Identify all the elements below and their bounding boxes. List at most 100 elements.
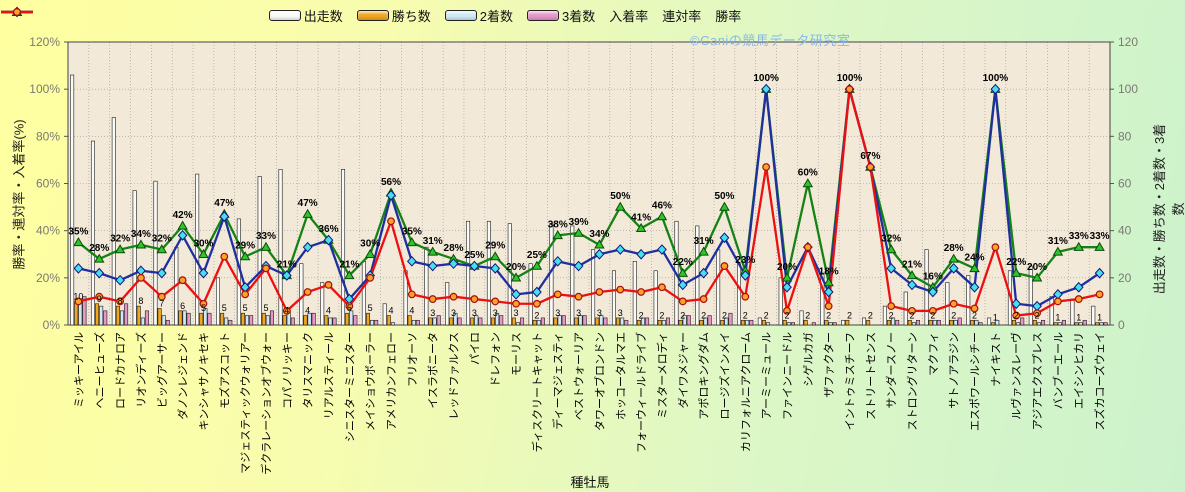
watermark: ©Caniの競馬データ研究室 — [690, 33, 851, 48]
svg-text:0: 0 — [1118, 318, 1125, 332]
svg-text:10: 10 — [73, 291, 83, 301]
svg-text:28%: 28% — [89, 243, 109, 254]
thirds-bar-swatch — [526, 10, 559, 21]
svg-text:32%: 32% — [152, 234, 172, 245]
svg-text:32%: 32% — [881, 234, 901, 245]
svg-text:20: 20 — [1118, 271, 1132, 285]
svg-text:2: 2 — [847, 310, 852, 320]
svg-text:ナイキスト: ナイキスト — [989, 332, 1002, 387]
svg-text:サトノアラジン: サトノアラジン — [948, 332, 961, 409]
svg-text:29%: 29% — [235, 241, 255, 252]
svg-text:ストロングリターン: ストロングリターン — [905, 332, 919, 430]
legend-label-quinella: 連対率 — [662, 9, 702, 24]
svg-text:ヘニーヒューズ: ヘニーヒューズ — [92, 332, 106, 408]
svg-text:31%: 31% — [423, 236, 443, 247]
svg-text:46%: 46% — [652, 201, 672, 212]
svg-text:ザファクター: ザファクター — [823, 332, 836, 398]
svg-text:2: 2 — [868, 310, 873, 320]
svg-text:80: 80 — [1118, 129, 1132, 143]
svg-text:5: 5 — [243, 303, 248, 313]
svg-text:2: 2 — [951, 310, 956, 320]
svg-text:アーミーミュール: アーミーミュール — [761, 332, 773, 419]
svg-text:ディーマジェスティ: ディーマジェスティ — [551, 332, 565, 430]
svg-text:3: 3 — [597, 308, 602, 318]
svg-text:34%: 34% — [589, 229, 609, 240]
svg-text:マクフィ: マクフィ — [927, 332, 940, 376]
svg-text:9: 9 — [97, 294, 102, 304]
svg-text:3: 3 — [514, 308, 519, 318]
svg-text:7: 7 — [159, 298, 164, 308]
svg-text:レッドファルクス: レッドファルクス — [448, 332, 461, 420]
svg-text:デクラレーションオブウォー: デクラレーションオブウォー — [259, 332, 273, 475]
svg-text:マジェスティックウォリアー: マジェスティックウォリアー — [239, 332, 252, 474]
svg-text:2: 2 — [722, 310, 727, 320]
svg-text:20%: 20% — [777, 262, 797, 273]
svg-text:32%: 32% — [110, 234, 130, 245]
legend-label-thirds: 3着数 — [561, 9, 596, 24]
svg-text:イスラボニータ: イスラボニータ — [427, 332, 440, 409]
svg-text:80%: 80% — [36, 129, 60, 143]
svg-text:3: 3 — [472, 308, 477, 318]
svg-text:100%: 100% — [983, 73, 1009, 84]
win-line-swatch — [1, 7, 33, 17]
svg-text:39%: 39% — [569, 217, 589, 228]
legend-label-place: 入着率 — [609, 9, 649, 24]
svg-text:フォーウィールドライブ: フォーウィールドライブ — [634, 332, 648, 453]
legend-item-wins: 勝ち数 — [356, 6, 431, 25]
svg-text:35%: 35% — [68, 226, 88, 237]
starts-bar-swatch — [268, 10, 301, 21]
legend-label-starts: 出走数 — [303, 9, 343, 24]
svg-text:29%: 29% — [485, 241, 505, 252]
legend-item-win: 勝率 — [1, 6, 741, 25]
svg-text:120%: 120% — [29, 35, 60, 49]
svg-text:47%: 47% — [298, 198, 318, 209]
svg-text:5: 5 — [263, 303, 268, 313]
svg-text:コパノリッキー: コパノリッキー — [281, 332, 294, 409]
svg-text:シゲルカガ: シゲルカガ — [802, 332, 815, 387]
svg-text:24%: 24% — [965, 252, 985, 263]
svg-text:40: 40 — [1118, 224, 1132, 238]
svg-text:スズカコーズウェイ: スズカコーズウェイ — [1093, 332, 1107, 430]
svg-text:25%: 25% — [527, 250, 547, 261]
seconds-bar-swatch — [444, 10, 477, 21]
svg-text:ファインニードル: ファインニードル — [782, 332, 794, 420]
svg-text:28%: 28% — [944, 243, 964, 254]
legend-item-quinella: 連対率 — [1, 6, 702, 25]
svg-text:サンダースノー: サンダースノー — [884, 332, 898, 408]
svg-text:モズアスコット: モズアスコット — [217, 332, 231, 409]
svg-text:2: 2 — [889, 310, 894, 320]
svg-text:34%: 34% — [131, 229, 151, 240]
svg-text:エスポワールシチー: エスポワールシチー — [969, 332, 982, 431]
svg-text:ダイワメジャー: ダイワメジャー — [676, 332, 690, 408]
legend-item-starts: 出走数 — [268, 6, 343, 25]
svg-text:60%: 60% — [36, 177, 60, 191]
svg-text:ビッグアーサー: ビッグアーサー — [155, 332, 169, 408]
svg-text:ロージズインメイ: ロージズインメイ — [717, 332, 731, 419]
svg-text:42%: 42% — [173, 210, 193, 221]
svg-text:2: 2 — [930, 310, 935, 320]
right-axis-title: 出走数・勝ち数・2着数・3着数 — [1152, 123, 1185, 295]
svg-text:35%: 35% — [402, 226, 422, 237]
svg-text:47%: 47% — [214, 198, 234, 209]
svg-text:アジアエクスプレス: アジアエクスプレス — [1031, 332, 1044, 430]
svg-text:ルヴァンスレーヴ: ルヴァンスレーヴ — [1009, 332, 1023, 420]
svg-text:21%: 21% — [277, 259, 297, 270]
svg-text:28%: 28% — [444, 243, 464, 254]
svg-text:33%: 33% — [1069, 231, 1089, 242]
svg-text:4: 4 — [389, 306, 394, 316]
legend-item-place: 入着率 — [1, 6, 649, 25]
svg-text:1: 1 — [993, 313, 998, 323]
svg-text:ミスターメロディ: ミスターメロディ — [655, 332, 669, 419]
svg-text:1: 1 — [1055, 313, 1060, 323]
svg-text:41%: 41% — [631, 212, 651, 223]
svg-text:22%: 22% — [673, 257, 693, 268]
svg-text:ダノンレジェンド: ダノンレジェンド — [176, 332, 190, 420]
svg-text:2: 2 — [784, 310, 789, 320]
wins-bar-swatch — [356, 10, 389, 21]
svg-text:8: 8 — [118, 296, 123, 306]
svg-text:30%: 30% — [360, 238, 380, 249]
svg-text:20%: 20% — [506, 262, 526, 273]
svg-text:フリオーソ: フリオーソ — [406, 332, 419, 387]
